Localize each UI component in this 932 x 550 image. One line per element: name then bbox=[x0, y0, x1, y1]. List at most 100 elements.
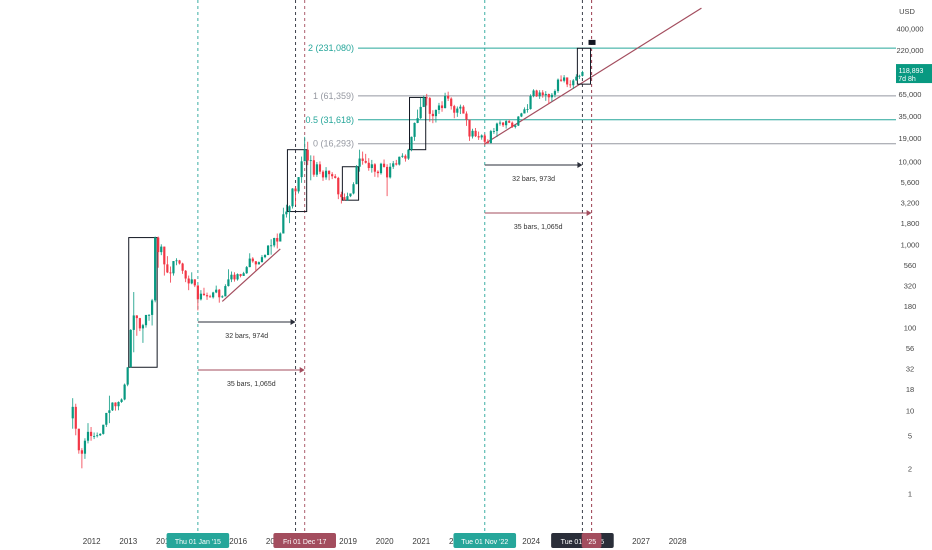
candle-body bbox=[395, 163, 398, 165]
projection-box bbox=[286, 149, 308, 213]
candle-body bbox=[520, 113, 523, 117]
candle-body bbox=[465, 113, 468, 120]
candle-body bbox=[114, 402, 117, 407]
candle-body bbox=[169, 272, 172, 274]
candle-body bbox=[392, 163, 395, 167]
price-tick-label: 35,000 bbox=[899, 112, 922, 121]
candle-body bbox=[80, 450, 83, 454]
candle-body bbox=[190, 279, 193, 284]
candle-body bbox=[404, 155, 407, 159]
candle-body bbox=[150, 300, 154, 315]
candle-body bbox=[196, 285, 199, 300]
candle-body bbox=[184, 270, 187, 279]
candle-body bbox=[93, 436, 96, 437]
candle-body bbox=[389, 166, 392, 178]
price-tick-label: 400,000 bbox=[896, 24, 923, 33]
fib-level-label: 2 (231,080) bbox=[308, 43, 354, 53]
candle-body bbox=[480, 135, 483, 138]
candle-body bbox=[187, 278, 190, 284]
candle-body bbox=[141, 325, 145, 329]
candle-body bbox=[437, 105, 441, 111]
projection-box bbox=[128, 237, 158, 368]
candle-body bbox=[489, 131, 492, 144]
candle-body bbox=[364, 160, 367, 163]
candle-body bbox=[547, 94, 550, 98]
candle-body bbox=[105, 412, 108, 425]
candle-body bbox=[233, 274, 236, 280]
date-flag-text: Tue 01 Nov '22 bbox=[461, 539, 508, 546]
candle-body bbox=[309, 160, 312, 162]
currency-label: USD bbox=[899, 7, 915, 16]
candle-body bbox=[303, 149, 306, 162]
candle-body bbox=[532, 90, 535, 96]
candle-body bbox=[282, 214, 285, 234]
candle-body bbox=[294, 188, 297, 192]
candle-body bbox=[181, 263, 184, 271]
candle-body bbox=[477, 136, 480, 138]
trendlines bbox=[221, 7, 702, 302]
fib-level-label: 0 (16,293) bbox=[313, 139, 354, 149]
candle-body bbox=[358, 158, 361, 167]
current-price-countdown: 7d 8h bbox=[898, 76, 916, 83]
candle-body bbox=[276, 238, 279, 242]
candle-body bbox=[96, 435, 99, 437]
candle-body bbox=[242, 273, 245, 276]
candle-body bbox=[575, 76, 578, 81]
time-tick-label: 2027 bbox=[632, 537, 650, 546]
candle-body bbox=[318, 164, 322, 172]
candle-body bbox=[416, 118, 419, 123]
price-tick-label: 320 bbox=[904, 281, 917, 290]
time-tick-label: 2020 bbox=[376, 537, 394, 546]
candle-body bbox=[474, 130, 477, 137]
candle-body bbox=[401, 155, 404, 157]
candle-body bbox=[74, 406, 77, 429]
price-tick-label: 560 bbox=[904, 261, 917, 270]
candle-body bbox=[483, 135, 486, 142]
candle-body bbox=[334, 176, 337, 178]
candle-body bbox=[102, 424, 105, 434]
time-tick-label: 2014 bbox=[156, 537, 174, 546]
candle-body bbox=[227, 279, 230, 287]
candle-body bbox=[541, 92, 544, 96]
price-tick-label: 1,000 bbox=[901, 240, 920, 249]
candle-body bbox=[163, 246, 166, 265]
price-axis[interactable]: USD 400,000 220,000 65,000 35,000 19,000 10,00… bbox=[896, 0, 932, 550]
candle-body bbox=[428, 98, 431, 114]
price-tick-label: 3,200 bbox=[901, 198, 920, 207]
candle-body bbox=[208, 296, 212, 298]
candle-body bbox=[288, 206, 291, 212]
measure-label: 35 bars, 1,065d bbox=[514, 224, 563, 231]
candle-body bbox=[407, 149, 410, 159]
candle-body bbox=[324, 170, 328, 178]
candle-body bbox=[77, 428, 80, 451]
candle-body bbox=[434, 110, 438, 117]
price-tick-label: 18 bbox=[906, 385, 914, 394]
candle-body bbox=[263, 255, 267, 258]
candle-body bbox=[306, 149, 309, 161]
candle-body bbox=[83, 440, 87, 454]
candle-body bbox=[328, 170, 331, 175]
candle-body bbox=[138, 318, 141, 329]
candle-body bbox=[89, 431, 93, 437]
time-axis[interactable]: 2012201320142016201720192020202120222024… bbox=[0, 531, 896, 550]
candle-body bbox=[297, 177, 300, 192]
candle-body bbox=[468, 119, 471, 137]
candle-body bbox=[385, 166, 389, 178]
price-tick-label: 32 bbox=[906, 364, 914, 373]
candle-body bbox=[120, 399, 123, 402]
candle-body bbox=[376, 171, 380, 174]
date-flag-text: Thu 01 Jan '15 bbox=[175, 539, 221, 546]
candle-body bbox=[300, 161, 303, 178]
candle-body bbox=[453, 106, 456, 113]
candle-body bbox=[99, 433, 102, 436]
price-tick-label: 10 bbox=[906, 406, 914, 415]
candle-body bbox=[443, 95, 447, 109]
measure-label: 32 bars, 973d bbox=[512, 176, 555, 183]
candle-body bbox=[373, 164, 376, 172]
candle-body bbox=[462, 106, 465, 114]
price-tick-label: 19,000 bbox=[899, 134, 922, 143]
price-axis-background bbox=[896, 0, 932, 550]
current-price-background bbox=[896, 64, 932, 84]
